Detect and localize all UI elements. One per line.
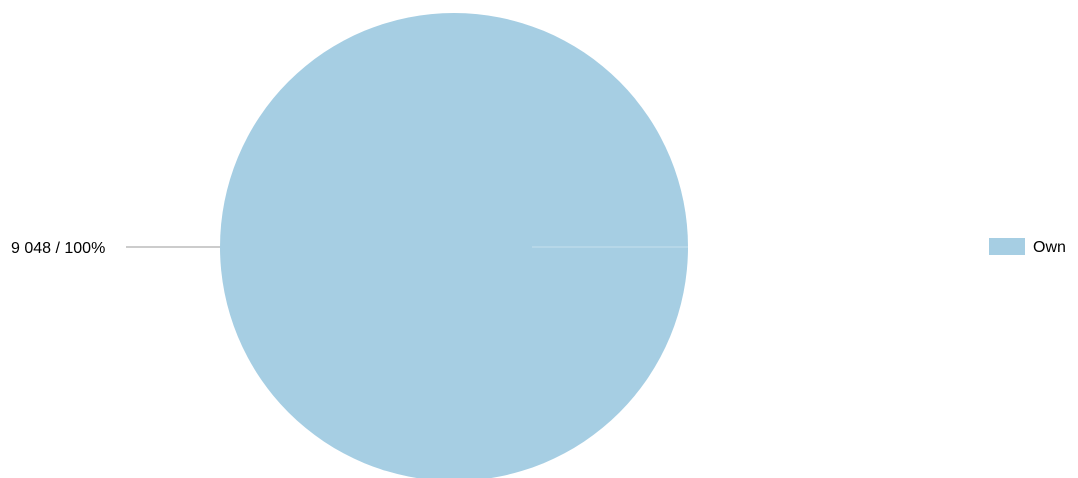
legend: Own — [989, 238, 1066, 256]
data-label-own: 9 048 / 100% — [11, 240, 105, 257]
legend-swatch-own — [989, 238, 1025, 255]
pie-slice-own[interactable] — [220, 13, 688, 478]
labels-layer: 9 048 / 100% — [11, 240, 220, 257]
slices-layer — [220, 13, 688, 478]
legend-label-own: Own — [1033, 239, 1066, 256]
